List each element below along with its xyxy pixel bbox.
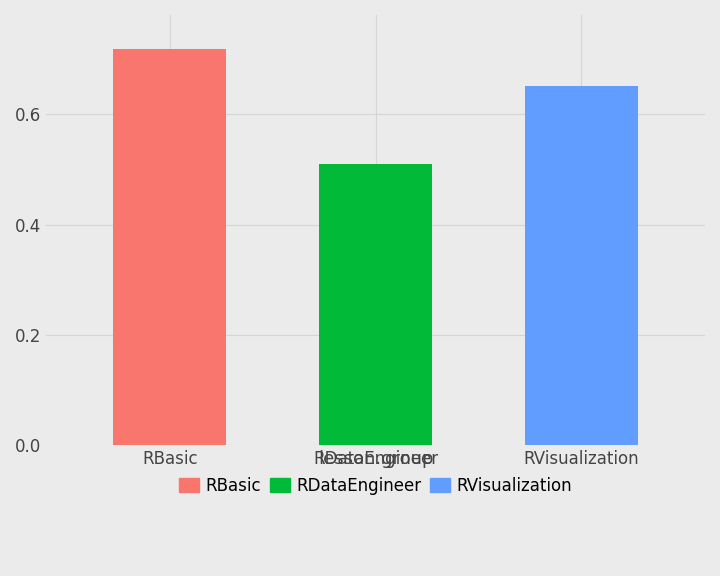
Bar [319, 164, 432, 445]
Legend: RBasic, RDataEngineer, RVisualization: RBasic, RDataEngineer, RVisualization [172, 444, 579, 501]
Bar [113, 49, 226, 445]
Bar [525, 86, 638, 445]
